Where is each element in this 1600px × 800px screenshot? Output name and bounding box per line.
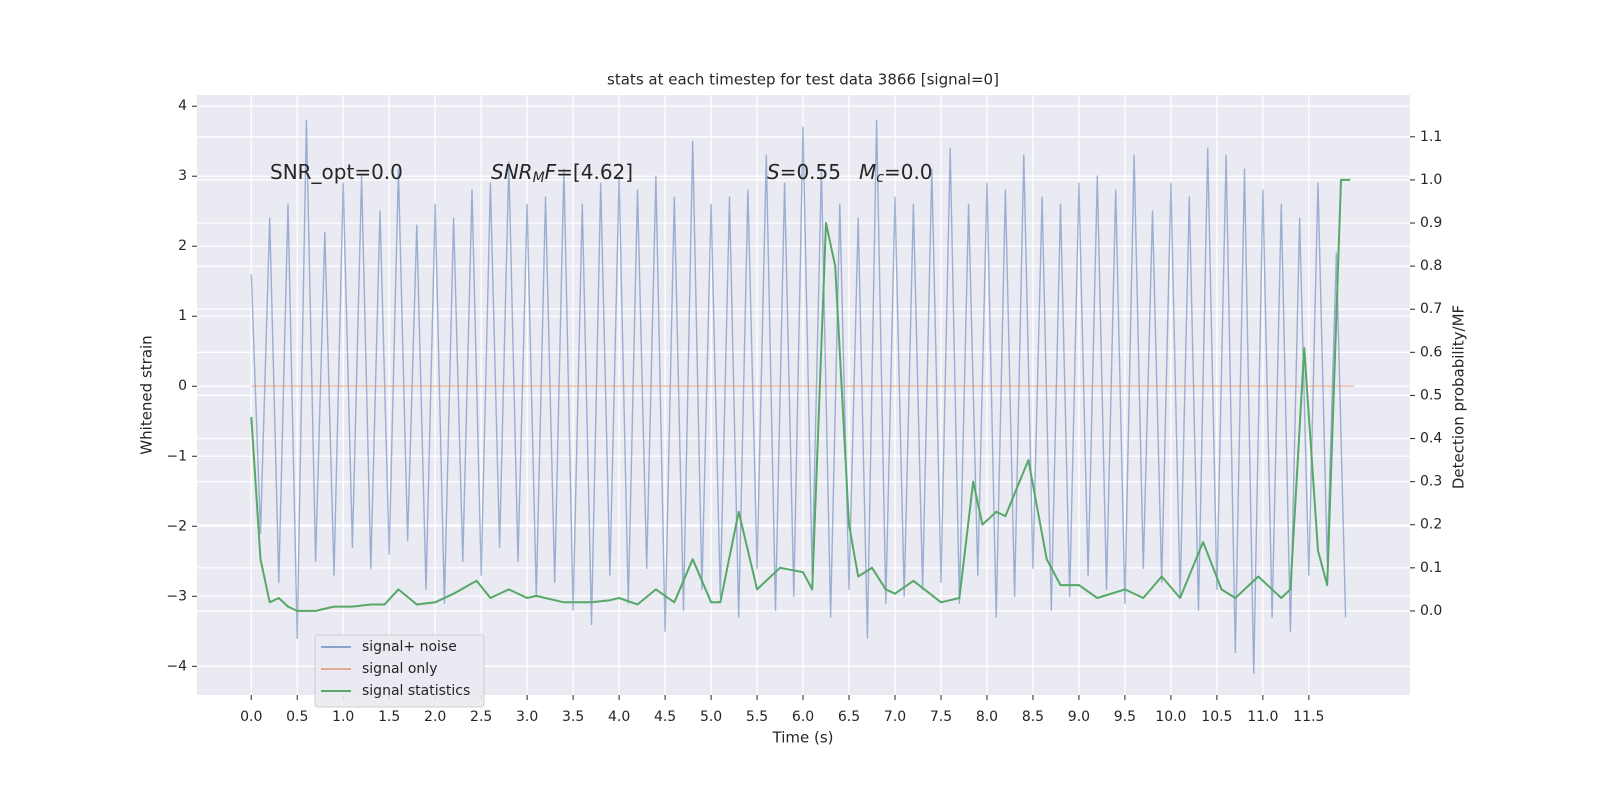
chart-title: stats at each timestep for test data 386… <box>607 71 999 89</box>
x-tick-label: 4.0 <box>608 709 630 725</box>
x-tick-label: 1.0 <box>332 709 354 725</box>
legend-box <box>314 634 485 708</box>
x-tick-label: 3.0 <box>516 709 538 725</box>
annotation-text: F <box>545 160 557 184</box>
y2-tick-label: 0.8 <box>1420 258 1442 274</box>
x-tick-label: 6.0 <box>792 709 814 725</box>
x-tick-label: 10.5 <box>1201 709 1232 725</box>
x-tick-label: 2.0 <box>424 709 446 725</box>
y2-tick-label: 0.3 <box>1420 474 1442 490</box>
x-tick-label: 4.5 <box>654 709 676 725</box>
x-axis-label: Time (s) <box>772 729 834 747</box>
x-tick-label: 7.0 <box>884 709 906 725</box>
y2-tick-label: 1.0 <box>1420 172 1442 188</box>
legend-label: signal+ noise <box>362 639 457 655</box>
y-tick-label: 0 <box>178 378 187 394</box>
x-tick-label: 9.0 <box>1068 709 1090 725</box>
annotation-text: SNR_opt=0.0 <box>270 160 403 184</box>
y-tick-label: −4 <box>166 658 187 674</box>
axes: 0.0 0.5 1.0 1.5 2.0 2.5 3.0 3.5 4.0 4.5 5.0 5.5 6.0 6… <box>166 98 1442 725</box>
y2-tick-label: 0.5 <box>1420 387 1442 403</box>
y-tick-label: 4 <box>178 98 187 114</box>
x-tick-label: 9.5 <box>1114 709 1136 725</box>
y2-tick-label: 0.6 <box>1420 344 1442 360</box>
x-tick-label: 7.5 <box>930 709 952 725</box>
y2-tick-label: 0.1 <box>1420 560 1442 576</box>
x-tick-label: 10.0 <box>1155 709 1186 725</box>
y-tick-label: 2 <box>178 238 187 254</box>
y2-tick-label: 0.4 <box>1420 431 1442 447</box>
legend-label: signal statistics <box>362 683 470 699</box>
annotation-text: M <box>533 170 545 186</box>
annotation: Mc=0.0 <box>859 160 933 187</box>
annotation: SNR_opt=0.0 <box>270 160 403 184</box>
y-tick-label: 1 <box>178 308 187 324</box>
y2-tick-label: 0.0 <box>1420 603 1442 619</box>
x-tick-label: 0.5 <box>286 709 308 725</box>
annotation-text: S <box>767 160 780 184</box>
annotation-text: M <box>859 160 876 184</box>
series-line <box>250 178 1351 612</box>
y2-tick-label: 0.2 <box>1420 517 1442 533</box>
legend-label: signal only <box>362 661 437 677</box>
annotation: S=0.55 <box>767 160 841 184</box>
annotation-text: c <box>876 170 884 186</box>
annotation-text: =0.55 <box>780 160 841 184</box>
y-axis-label: Whitened strain <box>138 335 156 454</box>
y-tick-label: −2 <box>166 518 187 534</box>
y2-axis-label: Detection probability/MF <box>1450 305 1468 489</box>
y-tick-label: 3 <box>178 168 187 184</box>
x-tick-label: 6.5 <box>838 709 860 725</box>
x-tick-label: 0.0 <box>240 709 262 725</box>
x-tick-label: 3.5 <box>562 709 584 725</box>
annotation: SNRMF=[4.62] <box>491 160 633 187</box>
x-tick-label: 1.5 <box>378 709 400 725</box>
annotation-text: =0.0 <box>884 160 933 184</box>
annotation-text: SNR <box>491 160 533 184</box>
x-tick-label: 11.0 <box>1247 709 1278 725</box>
x-tick-label: 11.5 <box>1293 709 1324 725</box>
y2-tick-label: 0.9 <box>1420 215 1442 231</box>
x-tick-label: 8.5 <box>1022 709 1044 725</box>
x-tick-label: 5.0 <box>700 709 722 725</box>
y-tick-label: −1 <box>166 448 187 464</box>
y2-tick-label: 0.7 <box>1420 301 1442 317</box>
annotation-text: =[4.62] <box>556 160 633 184</box>
marks <box>250 119 1354 674</box>
x-tick-label: 5.5 <box>746 709 768 725</box>
legend: signal+ noise signal only signal statistic… <box>314 634 485 708</box>
y2-tick-label: 1.1 <box>1420 129 1442 145</box>
y-tick-label: −3 <box>166 588 187 604</box>
x-tick-label: 2.5 <box>470 709 492 725</box>
series-line <box>250 119 1347 674</box>
x-tick-label: 8.0 <box>976 709 998 725</box>
